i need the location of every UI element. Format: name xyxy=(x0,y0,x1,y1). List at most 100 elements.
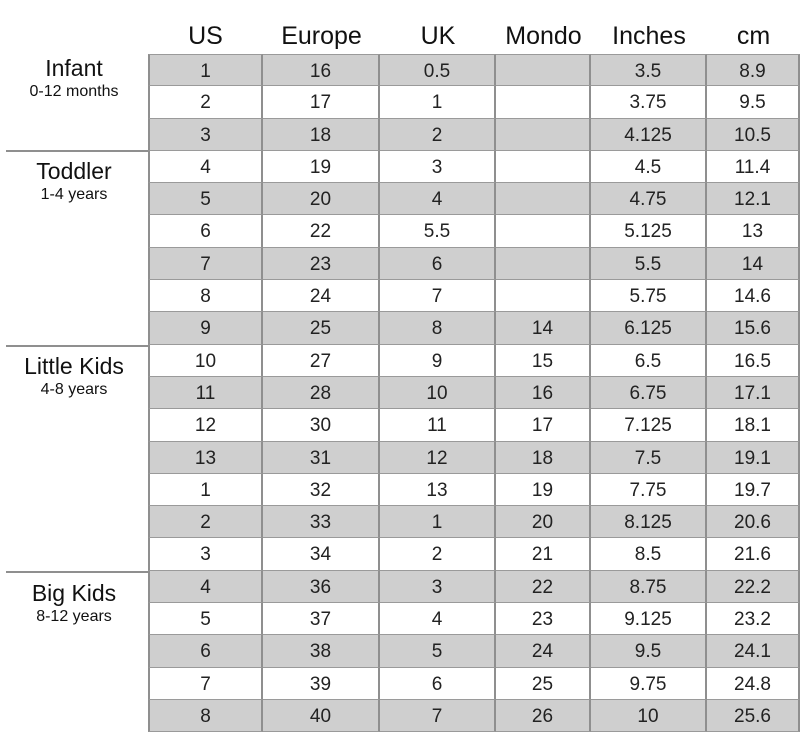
table-row: 5 37 4 23 9.125 23.2 xyxy=(148,603,800,636)
cell-mondo xyxy=(496,118,591,151)
cell-mondo: 17 xyxy=(496,409,591,442)
cell-us: 4 xyxy=(148,570,263,604)
cell-us: 11 xyxy=(148,376,263,410)
cell-uk: 4 xyxy=(380,183,496,216)
cell-mondo: 16 xyxy=(496,376,591,410)
cell-cm: 14 xyxy=(707,247,800,281)
cell-cm: 19.1 xyxy=(707,441,800,474)
cell-uk: 3 xyxy=(380,150,496,184)
cell-us: 4 xyxy=(148,150,263,184)
cell-cm: 12.1 xyxy=(707,183,800,216)
table-row: 1 16 0.5 3.5 8.9 xyxy=(148,54,800,87)
cell-mondo xyxy=(496,215,591,248)
cell-uk: 6 xyxy=(380,247,496,281)
cell-europe: 17 xyxy=(263,86,380,119)
cell-mondo: 20 xyxy=(496,506,591,539)
cell-us: 3 xyxy=(148,118,263,151)
table-row: 4 19 3 4.5 11.4 xyxy=(148,150,800,184)
cell-uk: 1 xyxy=(380,506,496,539)
cell-europe: 34 xyxy=(263,538,380,571)
cell-uk: 3 xyxy=(380,570,496,604)
cell-inches: 6.75 xyxy=(591,376,707,410)
cell-inches: 4.125 xyxy=(591,118,707,151)
cell-inches: 6.125 xyxy=(591,312,707,345)
header-europe: Europe xyxy=(281,22,362,50)
table-row: 11 28 10 16 6.75 17.1 xyxy=(148,376,800,410)
cell-europe: 30 xyxy=(263,409,380,442)
cell-inches: 5.5 xyxy=(591,247,707,281)
group-label-infant: Infant 0-12 months xyxy=(0,54,148,102)
cell-mondo: 23 xyxy=(496,603,591,636)
group-label-toddler: Toddler 1-4 years xyxy=(0,157,148,205)
cell-cm: 21.6 xyxy=(707,538,800,571)
cell-us: 1 xyxy=(148,473,263,507)
cell-us: 5 xyxy=(148,603,263,636)
header-uk: UK xyxy=(420,22,456,50)
table-row: 3 18 2 4.125 10.5 xyxy=(148,118,800,151)
group-label-little-kids: Little Kids 4-8 years xyxy=(0,352,148,400)
cell-uk: 2 xyxy=(380,118,496,151)
cell-us: 7 xyxy=(148,247,263,281)
cell-cm: 15.6 xyxy=(707,312,800,345)
cell-uk: 9 xyxy=(380,344,496,377)
cell-europe: 36 xyxy=(263,570,380,604)
cell-uk: 4 xyxy=(380,603,496,636)
cell-inches: 4.75 xyxy=(591,183,707,216)
group-range: 4-8 years xyxy=(40,381,108,398)
cell-inches: 7.75 xyxy=(591,473,707,507)
cell-inches: 9.75 xyxy=(591,667,707,700)
cell-uk: 0.5 xyxy=(380,54,496,87)
table-row: 2 33 1 20 8.125 20.6 xyxy=(148,506,800,539)
cell-cm: 16.5 xyxy=(707,344,800,377)
cell-mondo: 26 xyxy=(496,699,591,733)
table-row: 6 22 5.5 5.125 13 xyxy=(148,215,800,248)
table-row: 4 36 3 22 8.75 22.2 xyxy=(148,570,800,604)
cell-inches: 9.125 xyxy=(591,603,707,636)
cell-us: 3 xyxy=(148,538,263,571)
cell-cm: 24.8 xyxy=(707,667,800,700)
cell-cm: 19.7 xyxy=(707,473,800,507)
header-us: US xyxy=(188,22,223,50)
cell-europe: 39 xyxy=(263,667,380,700)
table-row: 8 24 7 5.75 14.6 xyxy=(148,280,800,313)
table-row: 7 23 6 5.5 14 xyxy=(148,247,800,281)
cell-uk: 10 xyxy=(380,376,496,410)
table-row: 5 20 4 4.75 12.1 xyxy=(148,183,800,216)
table-row: 6 38 5 24 9.5 24.1 xyxy=(148,635,800,668)
cell-europe: 37 xyxy=(263,603,380,636)
cell-us: 6 xyxy=(148,635,263,668)
cell-europe: 33 xyxy=(263,506,380,539)
cell-mondo: 22 xyxy=(496,570,591,604)
cell-uk: 7 xyxy=(380,280,496,313)
cell-europe: 16 xyxy=(263,54,380,87)
group-range: 1-4 years xyxy=(40,186,108,203)
cell-cm: 24.1 xyxy=(707,635,800,668)
cell-cm: 25.6 xyxy=(707,699,800,733)
cell-cm: 8.9 xyxy=(707,54,800,87)
cell-mondo: 15 xyxy=(496,344,591,377)
cell-inches: 5.125 xyxy=(591,215,707,248)
cell-uk: 11 xyxy=(380,409,496,442)
cell-europe: 18 xyxy=(263,118,380,151)
cell-inches: 7.5 xyxy=(591,441,707,474)
cell-mondo: 25 xyxy=(496,667,591,700)
cell-europe: 38 xyxy=(263,635,380,668)
cell-us: 1 xyxy=(148,54,263,87)
cell-inches: 8.125 xyxy=(591,506,707,539)
cell-mondo xyxy=(496,54,591,87)
cell-uk: 7 xyxy=(380,699,496,733)
cell-mondo xyxy=(496,280,591,313)
cell-us: 10 xyxy=(148,344,263,377)
cell-mondo: 14 xyxy=(496,312,591,345)
cell-cm: 20.6 xyxy=(707,506,800,539)
cell-cm: 17.1 xyxy=(707,376,800,410)
cell-uk: 1 xyxy=(380,86,496,119)
cell-europe: 19 xyxy=(263,150,380,184)
cell-europe: 31 xyxy=(263,441,380,474)
cell-us: 7 xyxy=(148,667,263,700)
group-label-big-kids: Big Kids 8-12 years xyxy=(0,579,148,627)
cell-europe: 28 xyxy=(263,376,380,410)
cell-uk: 13 xyxy=(380,473,496,507)
header-mondo: Mondo xyxy=(505,22,582,50)
table-row: 12 30 11 17 7.125 18.1 xyxy=(148,409,800,442)
